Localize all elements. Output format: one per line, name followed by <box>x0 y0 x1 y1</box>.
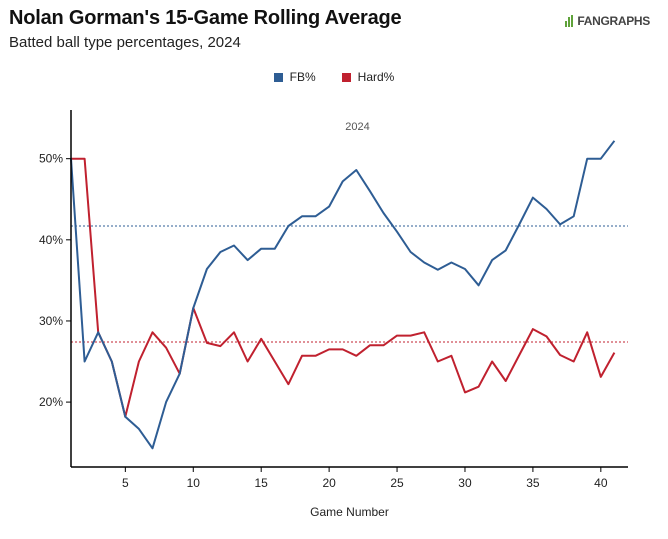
legend-swatch-fb <box>273 72 283 82</box>
fangraphs-logo: FANGRAPHS <box>565 14 650 28</box>
x-tick-label: 35 <box>526 476 540 490</box>
series-lines <box>70 140 616 450</box>
fangraphs-logo-icon <box>565 15 574 27</box>
legend-swatch-hard <box>341 72 351 82</box>
y-tick-label: 20% <box>39 395 63 409</box>
legend-item-fb: FB% <box>273 70 316 84</box>
chart-subtitle: Batted ball type percentages, 2024 <box>9 34 241 51</box>
series-line-fb <box>70 140 616 450</box>
axes <box>66 110 628 472</box>
y-tick-label: 30% <box>39 314 63 328</box>
chart-title: Nolan Gorman's 15-Game Rolling Average <box>9 7 402 29</box>
reference-lines <box>71 225 628 343</box>
x-tick-label: 20 <box>322 476 336 490</box>
panel-label: 2024 <box>345 121 369 133</box>
series-line-hard <box>71 157 616 418</box>
x-tick-label: 10 <box>187 476 201 490</box>
fangraphs-logo-text: FANGRAPHS <box>577 14 650 28</box>
x-tick-label: 5 <box>122 476 129 490</box>
x-tick-label: 15 <box>255 476 269 490</box>
x-tick-label: 25 <box>390 476 404 490</box>
legend-item-hard: Hard% <box>341 70 395 84</box>
y-tick-label: 50% <box>39 152 63 166</box>
x-axis-title: Game Number <box>310 505 389 519</box>
x-tick-label: 40 <box>594 476 608 490</box>
legend-label-hard: Hard% <box>357 70 395 84</box>
chart-legend: FB% Hard% <box>0 70 668 84</box>
x-tick-label: 30 <box>458 476 472 490</box>
legend-label-fb: FB% <box>289 70 316 84</box>
y-tick-label: 40% <box>39 233 63 247</box>
tick-labels: 2024 20% 30% 40% 50% 5 10 15 20 25 30 35 40 Game Numb… <box>39 121 608 519</box>
